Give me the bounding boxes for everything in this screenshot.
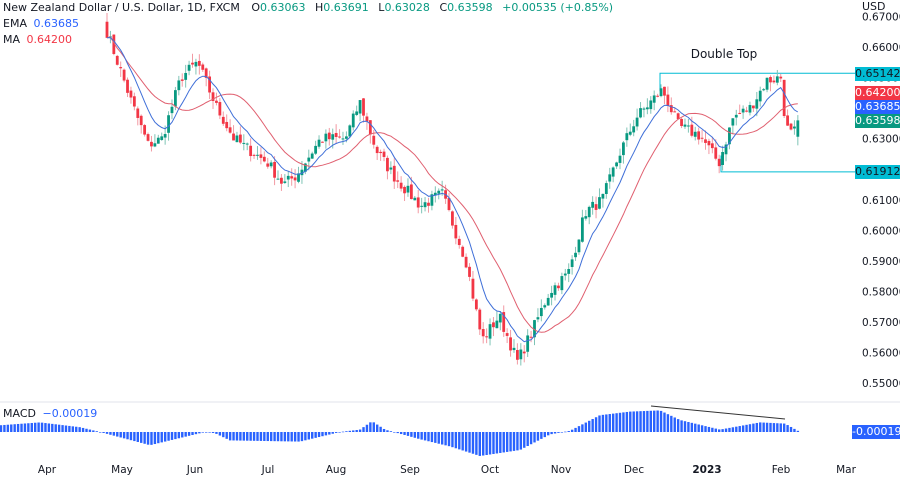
neckline-support-price-tag: 0.61912 bbox=[855, 165, 900, 179]
currency-label: USD bbox=[862, 0, 886, 13]
ema-line bbox=[106, 37, 799, 343]
macd-divergence-trendline[interactable] bbox=[650, 405, 786, 420]
ema-legend[interactable]: EMA 0.63685 bbox=[3, 16, 79, 32]
ohlc-close: C0.63598 bbox=[439, 1, 493, 14]
ema-value: 0.63685 bbox=[33, 17, 79, 30]
ma-legend[interactable]: MA 0.64200 bbox=[3, 32, 72, 48]
time-tick-label: Dec bbox=[624, 464, 645, 476]
ma-label: MA bbox=[3, 33, 21, 46]
ema-label: EMA bbox=[3, 17, 27, 30]
time-tick-label: Nov bbox=[551, 464, 572, 476]
ohlc-high: H0.63691 bbox=[315, 1, 369, 14]
time-tick-label: Apr bbox=[38, 464, 57, 476]
ema-price-tag: 0.63685 bbox=[855, 100, 900, 114]
ohlc-low: L0.63028 bbox=[378, 1, 430, 14]
time-tick-label: Feb bbox=[772, 464, 791, 476]
time-tick-label: Mar bbox=[836, 464, 856, 476]
symbol-legend[interactable]: New Zealand Dollar / U.S. Dollar, 1D, FX… bbox=[3, 0, 613, 16]
ma-value: 0.64200 bbox=[26, 33, 73, 46]
macd-value-tag: -0.00019 bbox=[852, 425, 900, 439]
last-price-price-tag: 0.63598 bbox=[855, 114, 900, 128]
time-tick-label: Sep bbox=[400, 464, 420, 476]
macd-label: MACD bbox=[3, 407, 36, 420]
ohlc-open: O0.63063 bbox=[251, 1, 306, 14]
pattern-levels bbox=[659, 72, 900, 173]
macd-value: −0.00019 bbox=[42, 407, 98, 420]
macd-histogram bbox=[0, 410, 800, 456]
macd-legend[interactable]: MACD −0.00019 bbox=[3, 406, 97, 422]
ma-price-tag: 0.64200 bbox=[855, 86, 900, 100]
symbol-title: New Zealand Dollar / U.S. Dollar, 1D, FX… bbox=[3, 1, 240, 14]
time-tick-label: May bbox=[111, 464, 133, 476]
time-tick-label: Jul bbox=[261, 464, 275, 476]
double-top-resistance-price-tag: 0.65142 bbox=[855, 67, 900, 81]
time-tick-label: 2023 bbox=[692, 464, 721, 476]
price-tick-label: 0.55000 bbox=[862, 378, 900, 390]
time-tick-label: Oct bbox=[481, 464, 499, 476]
time-tick-label: Jun bbox=[186, 464, 203, 476]
ma-line bbox=[106, 36, 798, 333]
price-change: +0.00535 (+0.85%) bbox=[502, 1, 614, 14]
time-tick-label: Aug bbox=[326, 464, 347, 476]
candlestick-series bbox=[105, 12, 800, 366]
time-axis[interactable]: Apr May Jun Jul Aug Sep Oct Nov Dec 2023 Feb Mar bbox=[38, 464, 857, 476]
double-top-annotation[interactable]: Double Top bbox=[691, 47, 758, 61]
